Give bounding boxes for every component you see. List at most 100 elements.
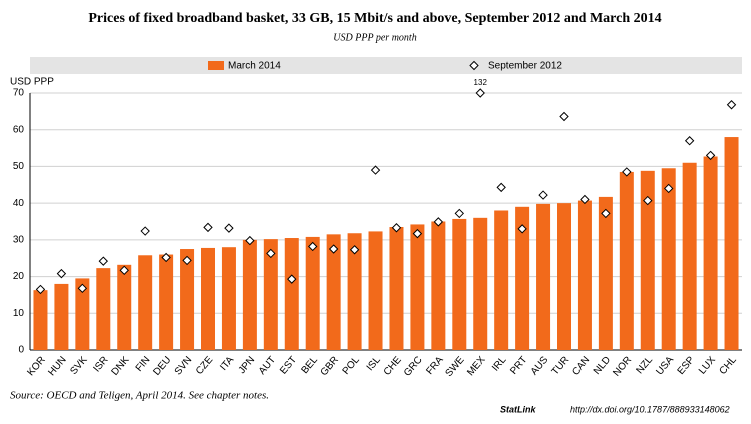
marker <box>412 228 423 239</box>
x-tick-label: POL <box>341 354 363 377</box>
legend-swatch <box>469 60 479 71</box>
bar <box>431 221 446 350</box>
y-tick-label: 20 <box>13 271 25 282</box>
marker <box>56 268 67 279</box>
marker <box>684 136 695 146</box>
marker <box>328 244 339 254</box>
x-tick-label: BEL <box>299 354 320 376</box>
marker <box>245 235 255 246</box>
bar <box>410 224 425 350</box>
legend-label: March 2014 <box>228 61 281 72</box>
y-tick-label: 30 <box>13 234 25 245</box>
bar <box>577 200 592 350</box>
bar <box>33 290 48 350</box>
bar <box>515 206 530 350</box>
chart-subtitle: USD PPP per month <box>333 32 416 43</box>
chart-title: Prices of fixed broadband basket, 33 GB,… <box>88 11 661 26</box>
marker <box>287 274 297 284</box>
statlink: StatLink <box>500 404 536 414</box>
marker <box>622 167 632 177</box>
bar <box>263 239 278 350</box>
marker <box>559 111 569 122</box>
x-tick-label: LUX <box>697 354 718 376</box>
marker <box>538 190 548 200</box>
marker <box>370 165 381 175</box>
x-tick-label: ISR <box>91 355 110 375</box>
x-tick-label: SVN <box>173 355 195 378</box>
x-tick-label: AUT <box>257 355 278 377</box>
bar <box>117 264 132 350</box>
marker <box>119 265 129 276</box>
y-axis-label: USD PPP <box>10 77 54 88</box>
x-tick-label: CHE <box>382 354 404 377</box>
bar <box>557 203 571 350</box>
bar <box>284 238 299 350</box>
x-tick-label: EST <box>278 355 299 377</box>
y-tick-label: 60 <box>13 124 25 135</box>
bar <box>54 283 69 350</box>
x-tick-label: HUN <box>46 355 68 379</box>
marker <box>140 226 150 236</box>
bar <box>598 196 613 350</box>
source: Source: OECD and Teligen, April 2014. Se… <box>10 390 269 402</box>
marker <box>705 150 716 161</box>
marker <box>580 194 590 205</box>
marker <box>454 208 465 219</box>
marker <box>517 224 527 234</box>
bar <box>640 170 655 350</box>
x-tick-label: NZL <box>635 354 656 376</box>
x-tick-label: DNK <box>110 354 132 377</box>
bar <box>368 231 383 350</box>
bar <box>661 168 676 350</box>
y-tick-label: 40 <box>13 198 25 209</box>
legend-swatch <box>208 61 224 70</box>
x-tick-label: ITA <box>218 354 236 373</box>
bar <box>138 255 153 350</box>
marker <box>475 88 485 98</box>
marker <box>663 183 674 194</box>
marker <box>203 222 213 233</box>
x-tick-label: GBR <box>319 355 341 379</box>
bar <box>180 249 195 350</box>
bar <box>326 234 341 350</box>
bar <box>389 227 404 350</box>
x-tick-label: FIN <box>134 355 153 374</box>
bar <box>494 210 509 350</box>
y-tick-label: 10 <box>13 308 25 319</box>
bar <box>703 156 718 350</box>
bar <box>242 239 257 350</box>
x-tick-label: JPN <box>237 355 258 377</box>
x-tick-label: TUR <box>550 355 572 378</box>
x-tick-label: CZE <box>194 354 215 377</box>
marker <box>224 223 234 233</box>
marker <box>643 195 653 206</box>
marker <box>35 284 46 295</box>
x-tick-label: MEX <box>465 354 488 378</box>
marker <box>391 223 402 233</box>
bar <box>473 217 488 350</box>
marker <box>182 255 192 266</box>
marker <box>266 248 276 259</box>
bar <box>221 247 236 350</box>
y-tick-label: 70 <box>13 88 25 99</box>
bar <box>619 171 634 350</box>
marker <box>77 283 88 294</box>
url: http://dx.doi.org/10.1787/888933148062 <box>570 404 730 414</box>
bar <box>536 203 551 350</box>
marker <box>496 182 506 193</box>
legend-label: September 2012 <box>488 61 562 72</box>
x-tick-label: IRL <box>490 354 509 373</box>
marker <box>349 245 360 255</box>
x-tick-label: CAN <box>570 355 592 378</box>
bar <box>201 247 215 350</box>
x-tick-label: CHL <box>718 354 740 377</box>
x-tick-label: AUS <box>529 354 551 377</box>
x-tick-label: DEU <box>151 355 173 378</box>
x-tick-label: ESP <box>676 354 698 377</box>
bar <box>305 236 320 350</box>
marker <box>601 208 611 219</box>
bar <box>75 278 90 350</box>
y-tick-label: 0 <box>18 345 24 356</box>
marker <box>98 256 109 266</box>
